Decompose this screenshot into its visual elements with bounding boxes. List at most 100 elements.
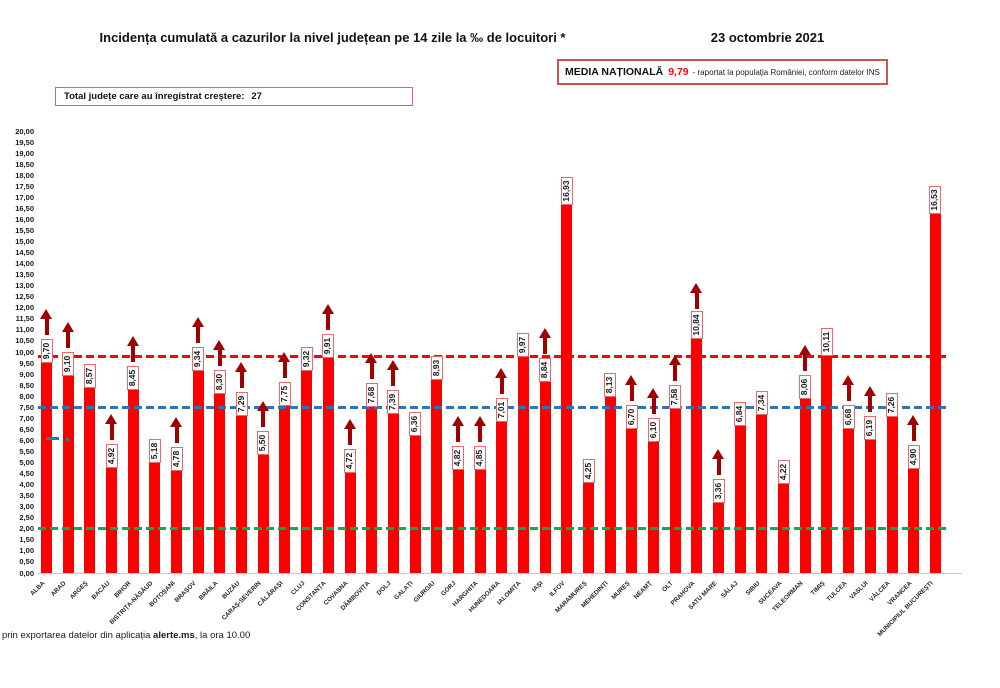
y-axis-tick-label: 19,50 [15,137,34,147]
bar-value-label: 8,06 [798,367,812,407]
increase-arrow-icon [170,417,183,444]
arrow-stem [651,398,656,415]
increase-arrow-icon [256,401,270,428]
increase-arrow-icon [321,303,335,330]
arrow-head [690,283,703,294]
bar-value-label: 5,50 [256,423,270,463]
increase-arrow-icon [538,327,552,354]
arrow-head [386,359,399,370]
arrow-head [105,414,118,425]
bar-value-text: 4,22 [777,459,790,484]
bar [344,468,356,573]
bar-value-text: 8,93 [430,355,444,380]
y-axis-tick-label: 7,50 [19,402,34,412]
arrow-head [907,414,920,425]
bar-value-label: 4,92 [105,436,119,476]
bar [713,498,725,573]
bar-value-label: 7,01 [495,390,509,430]
increase-arrow-icon [278,351,291,378]
increase-arrow-icon [105,414,118,441]
bar [864,436,876,573]
arrow-head [712,448,725,459]
increase-arrow-icon [863,386,877,413]
arrow-stem [261,411,266,428]
bar [626,424,638,573]
reference-line-threshold-2 [38,527,946,531]
bar-value-text: 7,58 [668,385,682,410]
bar [301,367,313,573]
bar-value-label: 6,10 [647,410,661,450]
arrow-head [668,355,681,366]
bar-value-text: 9,97 [517,332,530,357]
increase-arrow-icon [386,359,400,386]
y-axis-tick-label: 17,50 [15,181,34,191]
blue-dot-marker [66,438,69,441]
arrow-head [842,375,855,386]
bar [279,401,291,573]
bar [691,333,703,573]
arrow-stem [348,428,353,445]
bar [62,371,74,573]
bar [496,418,508,573]
arrow-head [235,361,248,372]
bar-value-label: 4,82 [451,438,465,478]
increase-arrow-icon [907,414,920,441]
increase-arrow-icon [690,283,703,310]
footer-note: prin exportarea datelor din aplicația al… [2,630,250,641]
bar-value-text: 6,68 [842,405,856,430]
bar-value-text: 7,68 [365,383,379,408]
bar-value-text: 5,50 [256,431,270,456]
y-axis-tick-label: 3,00 [19,502,34,512]
bar-value-text: 16,53 [928,185,942,214]
report-date: 23 octombrie 2021 [710,30,825,45]
arrow-head [256,401,269,412]
bar [214,389,226,573]
bar [322,353,334,573]
arrow-head [170,417,183,428]
increase-arrow-icon [365,353,378,380]
y-axis-tick-label: 4,00 [19,480,34,490]
arrow-stem [282,361,287,378]
bar-value-label: 9,97 [516,325,530,365]
chart-title: Incidența cumulată a cazurilor la nivel … [99,30,566,45]
y-axis-tick-label: 11,00 [15,325,34,335]
y-axis-tick-label: 4,50 [19,469,34,479]
y-axis-tick-label: 14,50 [15,248,34,258]
y-axis-tick-label: 7,00 [19,413,34,423]
bar [409,432,421,573]
bar-value-text: 7,26 [885,392,899,417]
bar-value-label: 5,18 [148,431,162,471]
arrow-head [126,336,139,347]
arrow-stem [196,326,201,343]
bar [517,352,529,573]
bar-value-text: 4,82 [452,446,465,471]
y-axis-tick-label: 5,50 [19,446,34,456]
arrow-stem [369,363,374,380]
arrow-stem [499,378,504,395]
y-axis-tick-label: 3,50 [19,491,34,501]
bar-value-label: 7,68 [365,375,379,415]
bar-value-text: 10,84 [690,311,704,340]
reference-line-media-nationala [38,355,946,359]
bar [366,403,378,573]
bar [127,386,139,573]
arrow-stem [109,424,114,441]
bar-value-text: 9,32 [300,347,314,371]
arrow-stem [326,313,331,330]
arrow-stem [174,427,179,444]
bar [171,467,183,573]
bar-value-text: 7,39 [386,389,400,414]
bar [886,412,898,573]
bar-value-label: 16,93 [560,171,574,211]
bar-value-label: 7,58 [668,377,682,417]
bar [799,394,811,573]
arrow-stem [629,384,634,401]
footer-app-name: alerte.ms [153,630,195,641]
national-average-label: MEDIA NAȚIONALĂ [565,66,664,78]
bar-value-text: 6,10 [647,418,660,442]
bar-value-label: 8,84 [538,350,552,390]
bar-value-label: 8,30 [213,362,227,402]
arrow-stem [66,331,71,348]
